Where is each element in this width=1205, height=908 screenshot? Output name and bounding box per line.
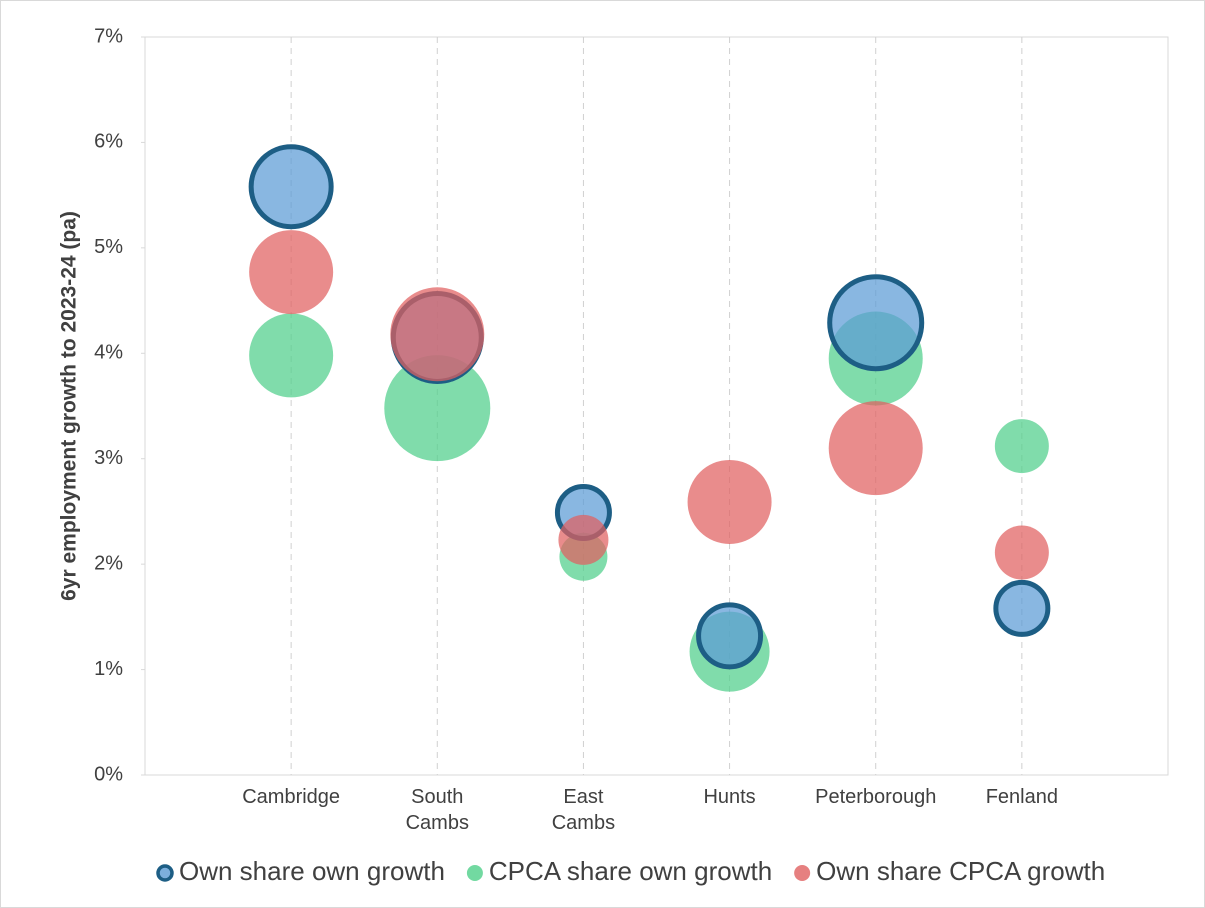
plot-area bbox=[144, 36, 1169, 776]
bubble bbox=[390, 287, 485, 382]
bubble bbox=[994, 419, 1049, 474]
y-tick-label: 7% bbox=[94, 25, 123, 47]
bubble bbox=[993, 579, 1051, 637]
bubble bbox=[248, 144, 334, 230]
y-axis-label: 6yr employment growth to 2023-24 (pa) bbox=[58, 211, 81, 601]
legend-label: Own share own growth bbox=[179, 856, 445, 886]
y-tick-label: 5% bbox=[94, 236, 123, 258]
bubble bbox=[828, 401, 923, 496]
bubble bbox=[249, 230, 334, 315]
bubble bbox=[249, 313, 334, 398]
bubble bbox=[827, 274, 925, 372]
legend-label: Own share CPCA growth bbox=[816, 856, 1105, 886]
x-tick-label: Hunts bbox=[703, 786, 755, 808]
legend-label: CPCA share own growth bbox=[489, 856, 772, 886]
y-tick-label: 6% bbox=[94, 131, 123, 153]
x-tick-label: Peterborough bbox=[815, 786, 936, 808]
legend-marker bbox=[466, 865, 483, 881]
bubble bbox=[687, 459, 772, 544]
bubble bbox=[384, 355, 491, 462]
y-tick-label: 0% bbox=[94, 763, 123, 785]
bubble bbox=[558, 514, 609, 565]
legend-marker bbox=[156, 864, 174, 882]
y-tick-label: 4% bbox=[94, 342, 123, 364]
x-tick-label: East Cambs bbox=[552, 786, 615, 834]
x-tick-label: South Cambs bbox=[406, 786, 469, 834]
bubble bbox=[696, 602, 764, 670]
bubble bbox=[994, 525, 1049, 580]
y-tick-label: 2% bbox=[94, 552, 123, 574]
legend-marker bbox=[794, 865, 811, 881]
x-tick-label: Cambridge bbox=[242, 786, 340, 808]
x-tick-label: Fenland bbox=[986, 786, 1058, 808]
y-tick-label: 1% bbox=[94, 658, 123, 680]
y-tick-label: 3% bbox=[94, 447, 123, 469]
